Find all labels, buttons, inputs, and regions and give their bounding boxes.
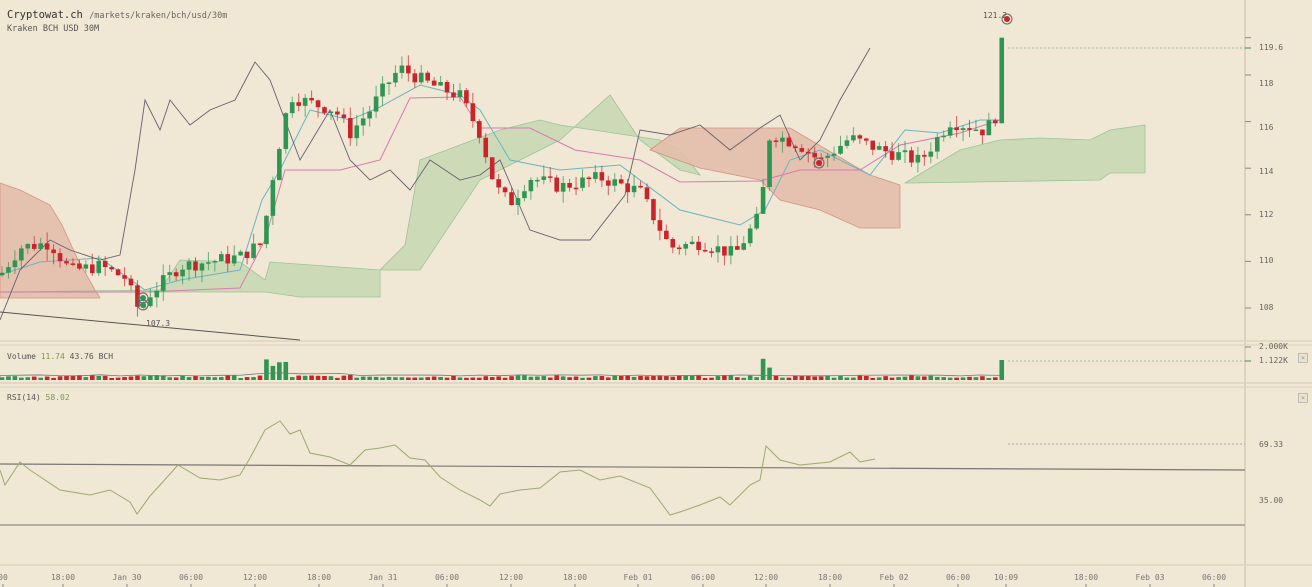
time-tick-current: 10:09 (993, 573, 1019, 582)
time-tick: 12:00 (498, 573, 524, 582)
market-label: Kraken BCH USD 30M (7, 24, 100, 34)
time-tick: 06:00 (434, 573, 460, 582)
candlesticks (0, 37, 1005, 317)
high-annotation: 121.2 (983, 11, 1008, 20)
time-tick: 18:00 (50, 573, 76, 582)
volume-label: Volume 11.74 43.76 BCH (7, 352, 114, 361)
ichimoku-cloud (0, 94, 1146, 299)
time-tick: 18:00 (817, 573, 843, 582)
time-tick: 06:00 (945, 573, 971, 582)
price-tick-last: 119.6 (1259, 43, 1284, 52)
time-tick: Feb 01 (623, 573, 653, 582)
volume-bars (0, 346, 1251, 380)
time-tick: Jan 30 (112, 573, 142, 582)
time-tick: 18:00 (306, 573, 332, 582)
ichimoku-lines (0, 47, 1251, 341)
time-tick: 12:00 (753, 573, 779, 582)
low-annotation: 107.3 (146, 319, 171, 328)
close-volume-panel-button[interactable]: × (1298, 353, 1308, 363)
time-tick: 00 (0, 573, 8, 582)
price-tick: 112 (1259, 210, 1274, 219)
time-tick: 06:00 (178, 573, 204, 582)
rsi-tick-last: 69.33 (1259, 440, 1284, 449)
markers (137, 13, 1013, 311)
time-tick: 06:00 (1201, 573, 1227, 582)
rsi-tick: 35.00 (1259, 496, 1284, 505)
rsi-line (0, 420, 1246, 526)
time-tick: Feb 03 (1135, 573, 1165, 582)
market-path: /markets/kraken/bch/usd/30m (89, 11, 228, 21)
time-tick: 12:00 (242, 573, 268, 582)
price-tick: 114 (1259, 167, 1274, 176)
price-tick: 110 (1259, 256, 1274, 265)
rsi-label: RSI(14) 58.02 (7, 393, 70, 402)
site-name[interactable]: Cryptowat.ch (7, 9, 83, 21)
time-tick: Feb 02 (879, 573, 909, 582)
site-title[interactable]: Cryptowat.ch /markets/kraken/bch/usd/30m (7, 9, 227, 21)
price-tick: 108 (1259, 303, 1274, 312)
time-tick: 18:00 (562, 573, 588, 582)
close-rsi-panel-button[interactable]: × (1298, 393, 1308, 403)
time-tick: 06:00 (690, 573, 716, 582)
volume-tick-last: 1.122K (1259, 356, 1288, 365)
time-tick: 18:00 (1073, 573, 1099, 582)
price-tick: 118 (1259, 79, 1274, 88)
price-tick: 116 (1259, 123, 1274, 132)
volume-tick: 2.000K (1259, 342, 1288, 351)
time-tick: Jan 31 (368, 573, 398, 582)
